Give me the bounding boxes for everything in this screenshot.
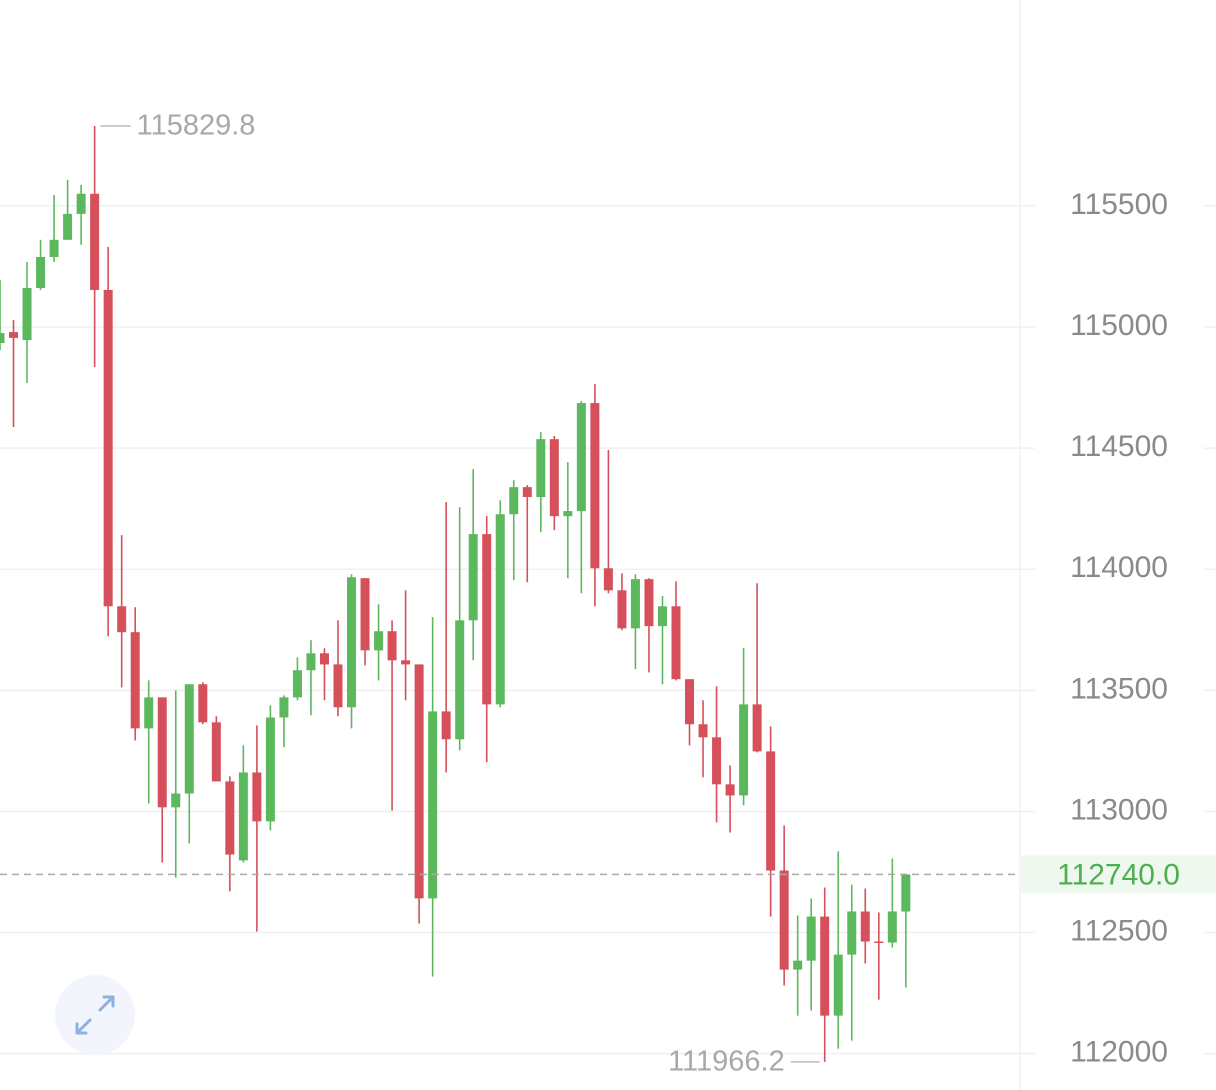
candle-body <box>468 534 478 621</box>
candle-body <box>549 439 559 517</box>
min-annotation: 111966.2 <box>668 1046 785 1078</box>
candle-body <box>36 256 46 289</box>
candle-body <box>509 487 519 515</box>
candle-body <box>779 870 789 970</box>
max-annotation: 115829.8 <box>137 110 256 142</box>
candle-body <box>630 579 640 629</box>
candle-body <box>238 772 248 861</box>
candle-body <box>441 711 451 740</box>
candle-body <box>603 568 613 591</box>
expand-button-bg[interactable] <box>55 975 135 1055</box>
candle-body <box>49 239 59 257</box>
y-tick-label: 113000 <box>1070 793 1168 826</box>
candle-body <box>117 606 127 633</box>
candle-body <box>171 793 181 808</box>
candle-body <box>401 660 411 665</box>
candle-body <box>0 333 5 343</box>
candle-body <box>617 590 627 629</box>
candle-body <box>63 213 73 240</box>
candle-body <box>211 722 221 782</box>
candle-body <box>671 606 681 680</box>
candle-body <box>76 193 86 214</box>
candle-body <box>333 664 343 708</box>
y-tick-label: 112000 <box>1070 1036 1168 1069</box>
candle-body <box>563 511 573 517</box>
candle-body <box>847 911 857 955</box>
candle-body <box>9 332 19 338</box>
y-tick-label: 115500 <box>1070 188 1168 221</box>
expand-button[interactable] <box>55 975 135 1055</box>
candle-body <box>225 781 235 855</box>
candle-body <box>455 620 465 740</box>
candle-body <box>576 403 586 512</box>
candle-body <box>874 941 884 944</box>
y-tick-label: 112500 <box>1070 914 1168 947</box>
candle-body <box>725 784 735 796</box>
expand-icon[interactable] <box>75 995 115 1035</box>
candle-body <box>360 578 370 651</box>
candle-body <box>252 772 262 822</box>
candle-body <box>793 960 803 970</box>
last-price-label: 112740.0 <box>1057 858 1180 891</box>
candle-body <box>157 697 167 808</box>
candle-body <box>306 653 316 671</box>
candle-body <box>265 717 275 822</box>
candle-body <box>657 606 667 627</box>
candle-body <box>103 289 113 607</box>
candle-body <box>279 697 289 718</box>
candle-body <box>414 664 424 899</box>
candle-body <box>806 916 816 961</box>
candle-body <box>590 403 600 569</box>
candle-body <box>428 711 438 899</box>
candle-body <box>698 724 708 738</box>
candle-body <box>292 670 302 698</box>
candle-body <box>752 704 762 752</box>
candle-body <box>144 697 154 729</box>
candle-body <box>712 737 722 785</box>
y-tick-label: 114000 <box>1070 551 1168 584</box>
candle-body <box>766 751 776 871</box>
candle-body <box>522 487 532 498</box>
y-tick-label: 115000 <box>1070 309 1168 342</box>
candle-body <box>887 911 897 943</box>
last-price-badge <box>1021 855 1216 894</box>
candle-body <box>901 874 911 912</box>
candle-body <box>130 632 140 729</box>
candle-body <box>495 514 505 705</box>
candle-body <box>198 684 208 723</box>
candle-body <box>387 631 397 661</box>
candle-body <box>685 679 695 725</box>
candle-body <box>536 439 546 498</box>
candle-body <box>482 534 492 705</box>
y-tick-label: 113500 <box>1070 672 1168 705</box>
candle-body <box>860 911 870 942</box>
candle-body <box>319 653 329 665</box>
candle-body <box>90 193 100 290</box>
candle-body <box>739 704 749 796</box>
candle-body <box>820 916 830 1016</box>
y-tick-label: 114500 <box>1070 430 1168 463</box>
candle-body <box>374 631 384 651</box>
candle-body <box>184 684 194 794</box>
candle-body <box>347 577 357 708</box>
candle-body <box>644 579 654 627</box>
candle-body <box>833 954 843 1016</box>
candle-body <box>22 288 32 341</box>
